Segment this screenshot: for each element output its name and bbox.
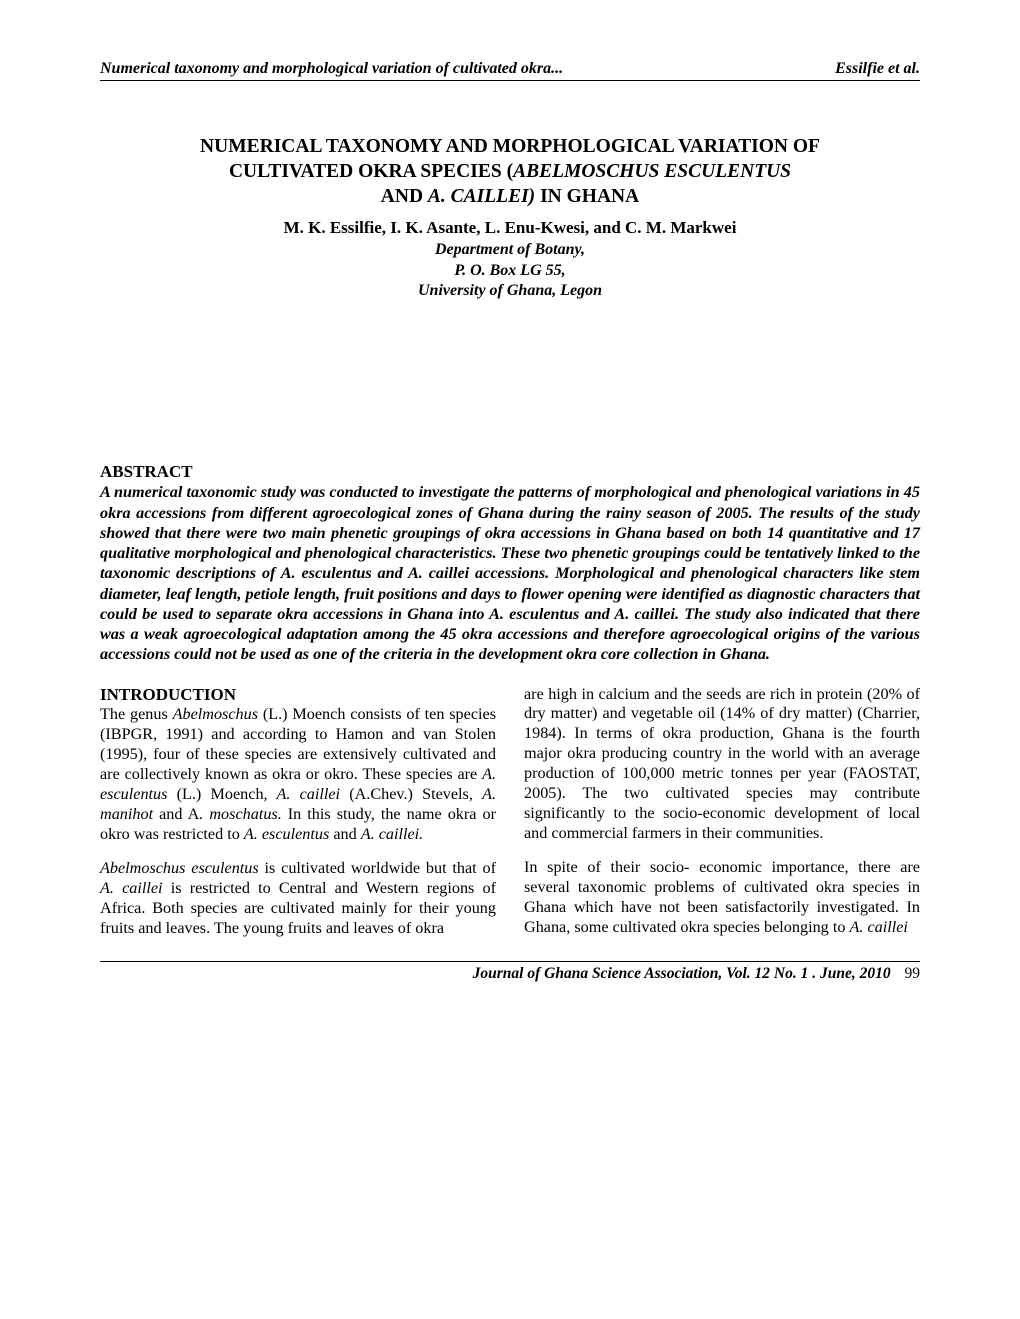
title-species-1: ABELMOSCHUS ESCULENTUS — [513, 161, 791, 182]
intro-para-2-cont: are high in calcium and the seeds are ri… — [524, 685, 920, 844]
spacer — [100, 312, 920, 462]
txt: and A — [153, 805, 199, 823]
journal-citation: Journal of Ghana Science Association, Vo… — [473, 965, 891, 982]
affil-line3: University of Ghana, Legon — [418, 282, 602, 299]
title-species-2: A. CAILLEI) — [428, 186, 535, 207]
species-caillei: , A. caillei — [264, 785, 341, 803]
txt: The genus — [100, 705, 173, 723]
title-block: NUMERICAL TAXONOMY AND MORPHOLOGICAL VAR… — [100, 135, 920, 302]
right-column: are high in calcium and the seeds are ri… — [524, 685, 920, 953]
txt: (L.) Moench — [167, 785, 263, 803]
species-caillei-4: A. caillei — [849, 918, 907, 936]
abstract-heading: ABSTRACT — [100, 462, 920, 482]
intro-para-2: Abelmoschus esculentus is cultivated wor… — [100, 859, 496, 939]
page: Numerical taxonomy and morphological var… — [0, 0, 1020, 1319]
abstract-section: ABSTRACT A numerical taxonomic study was… — [100, 462, 920, 664]
running-header-left: Numerical taxonomy and morphological var… — [100, 60, 563, 78]
page-number: 99 — [905, 965, 921, 982]
txt: and — [329, 825, 360, 843]
body-columns: INTRODUCTION The genus Abelmoschus (L.) … — [100, 685, 920, 953]
page-footer: Journal of Ghana Science Association, Vo… — [100, 961, 920, 983]
affil-line1: Department of Botany, — [435, 241, 585, 258]
species-caillei-2: A. caillei. — [361, 825, 423, 843]
paper-title: NUMERICAL TAXONOMY AND MORPHOLOGICAL VAR… — [100, 135, 920, 210]
affil-line2: P. O. Box LG 55, — [454, 262, 565, 279]
running-header-right: Essilfie et al. — [835, 60, 920, 78]
affiliation: Department of Botany, P. O. Box LG 55, U… — [100, 240, 920, 302]
authors: M. K. Essilfie, I. K. Asante, L. Enu-Kwe… — [100, 218, 920, 238]
left-column: INTRODUCTION The genus Abelmoschus (L.) … — [100, 685, 496, 953]
intro-para-1: The genus Abelmoschus (L.) Moench consis… — [100, 705, 496, 844]
txt: (A.Chev.) Stevels, — [340, 785, 482, 803]
species-abelmoschus-esculentus: Abelmoschus esculentus — [100, 859, 259, 877]
title-line2a: CULTIVATED OKRA SPECIES ( — [229, 161, 513, 182]
abstract-text: A numerical taxonomic study was conducte… — [100, 482, 920, 664]
title-line3b: IN GHANA — [535, 186, 639, 207]
title-line3a: AND — [381, 186, 428, 207]
title-line1: NUMERICAL TAXONOMY AND MORPHOLOGICAL VAR… — [200, 136, 820, 157]
species-esculentus-2: A. esculentus — [244, 825, 329, 843]
genus-abelmoschus: Abelmoschus — [173, 705, 258, 723]
running-header: Numerical taxonomy and morphological var… — [100, 60, 920, 81]
introduction-heading: INTRODUCTION — [100, 685, 496, 706]
intro-para-3: In spite of their socio- economic import… — [524, 858, 920, 938]
species-moschatus: . moschatus. — [199, 805, 281, 823]
species-caillei-3: A. caillei — [100, 879, 163, 897]
txt: is cultivated worldwide but that of — [259, 859, 496, 877]
